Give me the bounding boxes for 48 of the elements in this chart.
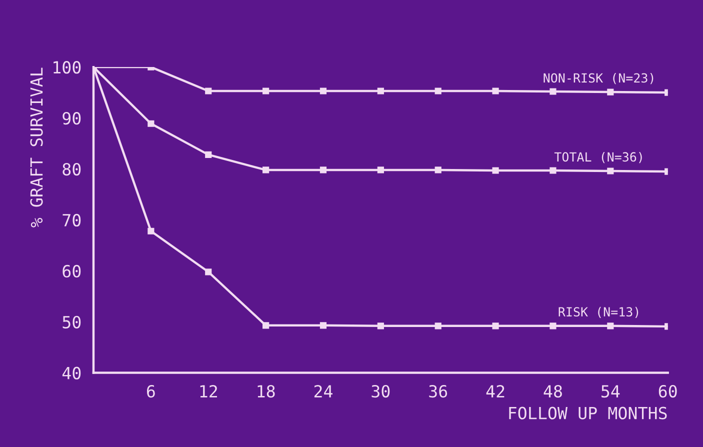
x-tick-label: 6 (147, 384, 155, 398)
point (262, 166, 270, 174)
x-axis-title: FOLLOW UP MONTHS (509, 406, 667, 420)
series-label: RISK (N=13) (558, 306, 638, 318)
x-tick-label: 12 (200, 384, 217, 398)
series-label: TOTAL (N=36) (554, 152, 642, 164)
point (148, 120, 154, 127)
point (205, 268, 212, 276)
point (550, 167, 556, 174)
point (434, 88, 442, 94)
point (262, 322, 270, 329)
x-tick-label: 36 (429, 384, 448, 398)
y-axis-title: % GRAFT SURVIVAL (30, 68, 43, 228)
point (377, 166, 384, 174)
point (550, 88, 556, 95)
series-label: NON-RISK (N=23) (544, 72, 654, 84)
y-tick-label: 40 (62, 366, 81, 380)
point (607, 168, 614, 174)
point (320, 322, 327, 329)
point (262, 88, 270, 94)
x-tick-label: 18 (258, 384, 275, 398)
x-tick-label: 42 (486, 384, 504, 398)
point (434, 322, 442, 330)
x-tick-label: 24 (314, 384, 332, 398)
x-tick-label: 60 (658, 384, 677, 398)
x-tick-label: 54 (602, 385, 620, 398)
point (607, 88, 614, 96)
point (492, 88, 499, 94)
point (607, 322, 614, 330)
point (205, 88, 212, 94)
y-tick-label: 50 (62, 316, 81, 328)
y-tick-label: 60 (62, 264, 81, 278)
point (492, 322, 499, 330)
y-tick-label: 90 (62, 112, 81, 125)
y-tick-label: 80 (62, 162, 81, 176)
point (492, 167, 499, 174)
point (205, 151, 212, 158)
point (434, 166, 442, 174)
x-tick-label: 48 (544, 384, 562, 398)
point (377, 322, 384, 330)
point (148, 228, 154, 234)
point (377, 88, 384, 94)
y-tick-label: 70 (62, 214, 81, 227)
point (550, 322, 556, 330)
x-tick-label: 30 (372, 384, 390, 398)
y-tick-label: 100 (54, 61, 81, 74)
point (320, 88, 327, 94)
point (320, 166, 327, 174)
